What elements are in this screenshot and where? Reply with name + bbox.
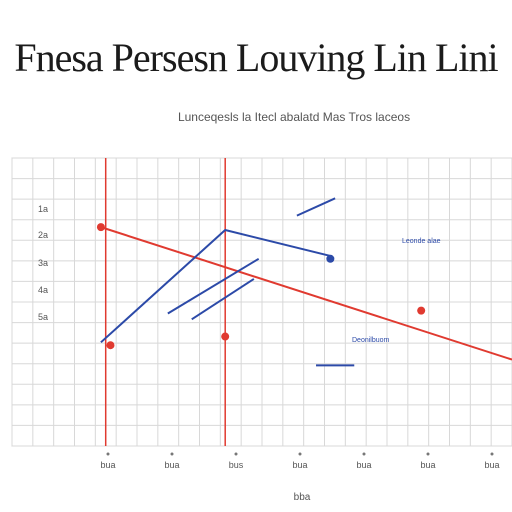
data-point xyxy=(106,341,115,350)
x-tick-labels: bua bua bus bua bua bua bua xyxy=(100,452,500,470)
x-tick-mark xyxy=(490,452,494,456)
y-tick-label: 2a xyxy=(38,230,48,240)
series-line xyxy=(100,226,512,361)
annotations: Leonde alae Deonilbuom xyxy=(352,238,441,344)
x-tick-mark xyxy=(106,452,110,456)
x-tick-mark xyxy=(234,452,238,456)
x-tick-label: bua xyxy=(100,460,115,470)
x-tick-mark xyxy=(298,452,302,456)
data-point xyxy=(417,306,426,315)
data-point xyxy=(326,254,335,263)
x-axis-label: bba xyxy=(293,492,311,503)
x-tick-label: bua xyxy=(292,460,307,470)
x-tick-label: bua xyxy=(420,460,435,470)
x-tick-mark xyxy=(170,452,174,456)
series-line xyxy=(191,278,255,321)
annotation-label: Deonilbuom xyxy=(352,337,390,344)
series-lines xyxy=(100,197,512,367)
chart-title: Fnesa Persesn Louving Lin Lini xyxy=(14,35,498,80)
x-tick-label: bua xyxy=(484,460,499,470)
series-line xyxy=(296,197,336,217)
chart-subtitle: Lunceqesls la Itecl abalatd Mas Tros lac… xyxy=(177,110,411,124)
y-tick-label: 4a xyxy=(38,285,48,295)
data-points xyxy=(96,223,426,350)
y-tick-label: 3a xyxy=(38,258,48,268)
annotation-label: Leonde alae xyxy=(402,238,441,245)
x-tick-label: bua xyxy=(356,460,371,470)
data-point xyxy=(221,332,230,341)
grid xyxy=(11,157,512,447)
y-tick-label: 1a xyxy=(38,204,48,214)
x-tick-label: bus xyxy=(229,460,244,470)
y-tick-label: 5a xyxy=(38,312,48,322)
y-tick-labels: 1a 2a 3a 4a 5a xyxy=(38,204,48,322)
x-tick-mark xyxy=(426,452,430,456)
data-point xyxy=(96,223,105,232)
vertical-lines xyxy=(104,158,226,446)
x-tick-mark xyxy=(362,452,366,456)
series-line xyxy=(100,228,331,344)
series-line xyxy=(167,257,260,315)
x-tick-label: bua xyxy=(164,460,179,470)
